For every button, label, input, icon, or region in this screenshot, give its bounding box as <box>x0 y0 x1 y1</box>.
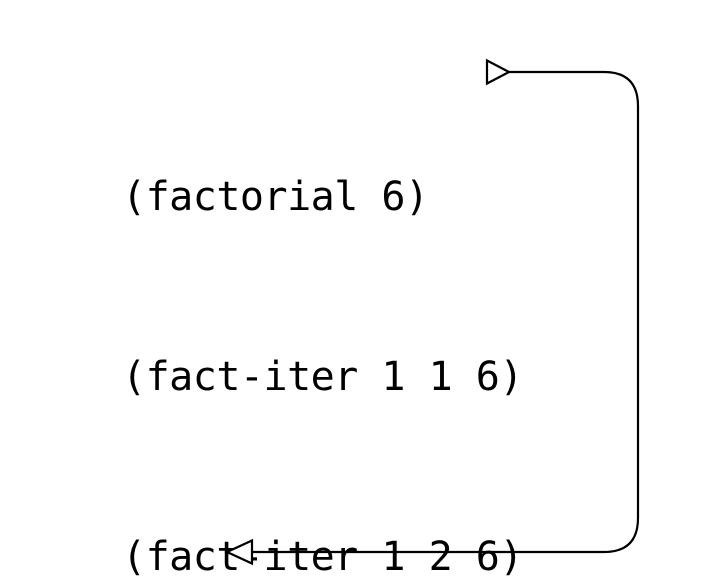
trace-line: (factorial 6) <box>122 174 429 220</box>
trace-line: (fact-iter 1 2 6) <box>122 534 523 580</box>
process-trace: (factorial 6) (fact-iter 1 1 6) (fact-it… <box>122 47 570 584</box>
trace-line: (fact-iter 1 1 6) <box>122 354 523 400</box>
